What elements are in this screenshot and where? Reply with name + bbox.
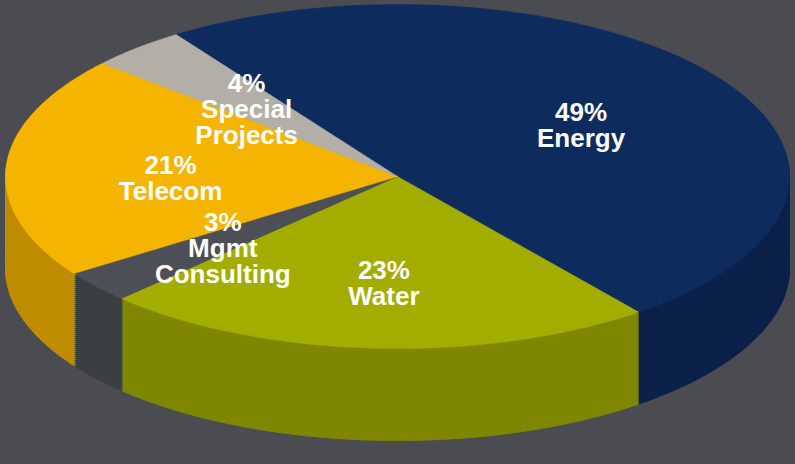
- svg-text:4%SpecialProjects: 4%SpecialProjects: [195, 68, 298, 150]
- svg-text:21%Telecom: 21%Telecom: [119, 150, 223, 206]
- svg-text:23%Water: 23%Water: [348, 255, 419, 311]
- svg-text:49%Energy: 49%Energy: [537, 97, 626, 153]
- svg-text:3%MgmtConsulting: 3%MgmtConsulting: [155, 207, 291, 289]
